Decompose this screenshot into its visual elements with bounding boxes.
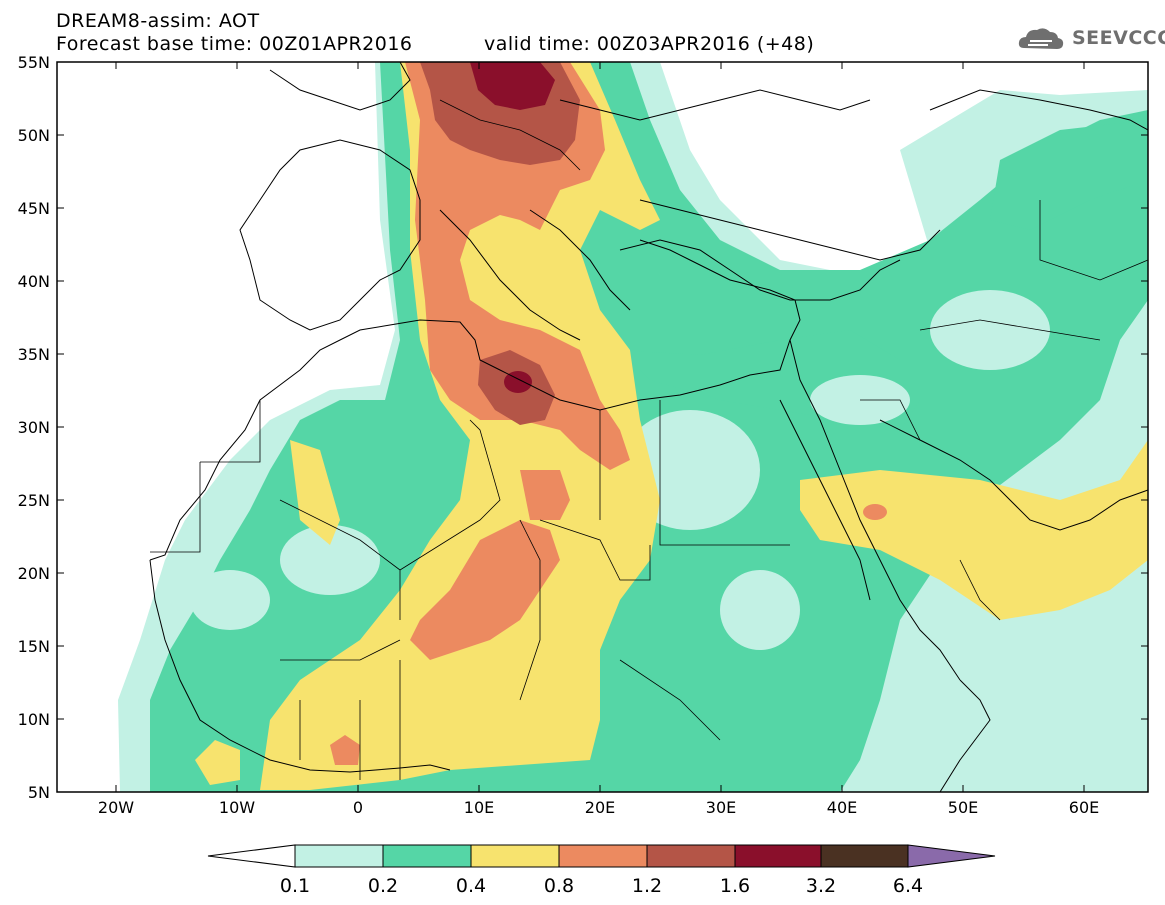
colorbar-label: 1.2 [632, 875, 662, 897]
colorbar-over-arrow [907, 844, 996, 868]
colorbar-swatch [470, 844, 560, 868]
lon-label: 10E [464, 798, 494, 817]
aot-field [118, 62, 1148, 792]
lat-label: 55N [18, 53, 50, 72]
lon-label: 20W [98, 798, 134, 817]
lat-label: 20N [18, 564, 50, 583]
longitude-labels: 20W 10W 0 10E 20E 30E 40E 50E 60E [98, 798, 1099, 817]
lat-label: 5N [28, 783, 50, 802]
coastlines [149, 62, 1148, 792]
lon-label: 10W [219, 798, 255, 817]
colorbar-labels: 0.1 0.2 0.4 0.8 1.2 1.6 3.2 6.4 [280, 875, 923, 897]
lon-label: 60E [1069, 798, 1099, 817]
lat-label: 25N [18, 491, 50, 510]
colorbar-label: 6.4 [893, 875, 923, 897]
valid-time: valid time: 00Z03APR2016 (+48) [484, 33, 815, 55]
axis-ticks [57, 61, 1148, 792]
map-title: DREAM8-assim: AOT [56, 10, 260, 32]
lat-label: 10N [18, 710, 50, 729]
lon-label: 30E [706, 798, 736, 817]
lon-label: 50E [948, 798, 978, 817]
colorbar-swatch [558, 844, 648, 868]
colorbar-swatch [294, 844, 384, 868]
aot-band-0-4 [195, 62, 1148, 790]
lat-label: 50N [18, 126, 50, 145]
lat-label: 35N [18, 345, 50, 364]
lat-label: 45N [18, 199, 50, 218]
aot-cutouts [190, 290, 1050, 650]
colorbar-label: 0.1 [280, 875, 310, 897]
colorbar-label: 1.6 [720, 875, 750, 897]
lon-label: 0 [353, 798, 363, 817]
colorbar-label: 0.2 [368, 875, 398, 897]
cloud-logo-icon [1018, 28, 1064, 49]
colorbar-label: 0.4 [456, 875, 486, 897]
country-borders [150, 99, 1148, 780]
colorbar-label: 3.2 [806, 875, 836, 897]
lon-label: 20E [585, 798, 615, 817]
logo-text: SEEVCCC [1072, 27, 1165, 49]
lon-label: 40E [827, 798, 857, 817]
colorbar-swatch [382, 844, 472, 868]
latitude-labels: 55N 50N 45N 40N 35N 30N 25N 20N 15N 10N … [18, 53, 50, 802]
lat-label: 15N [18, 637, 50, 656]
lat-label: 40N [18, 272, 50, 291]
aot-band-1-6 [470, 62, 555, 393]
colorbar-swatch [646, 844, 736, 868]
colorbar-under-arrow [207, 844, 296, 868]
colorbar-swatch [820, 844, 909, 868]
lat-label: 30N [18, 418, 50, 437]
forecast-base-time: Forecast base time: 00Z01APR2016 [56, 33, 413, 55]
colorbar [207, 844, 996, 868]
colorbar-label: 0.8 [544, 875, 574, 897]
colorbar-swatch [734, 844, 822, 868]
